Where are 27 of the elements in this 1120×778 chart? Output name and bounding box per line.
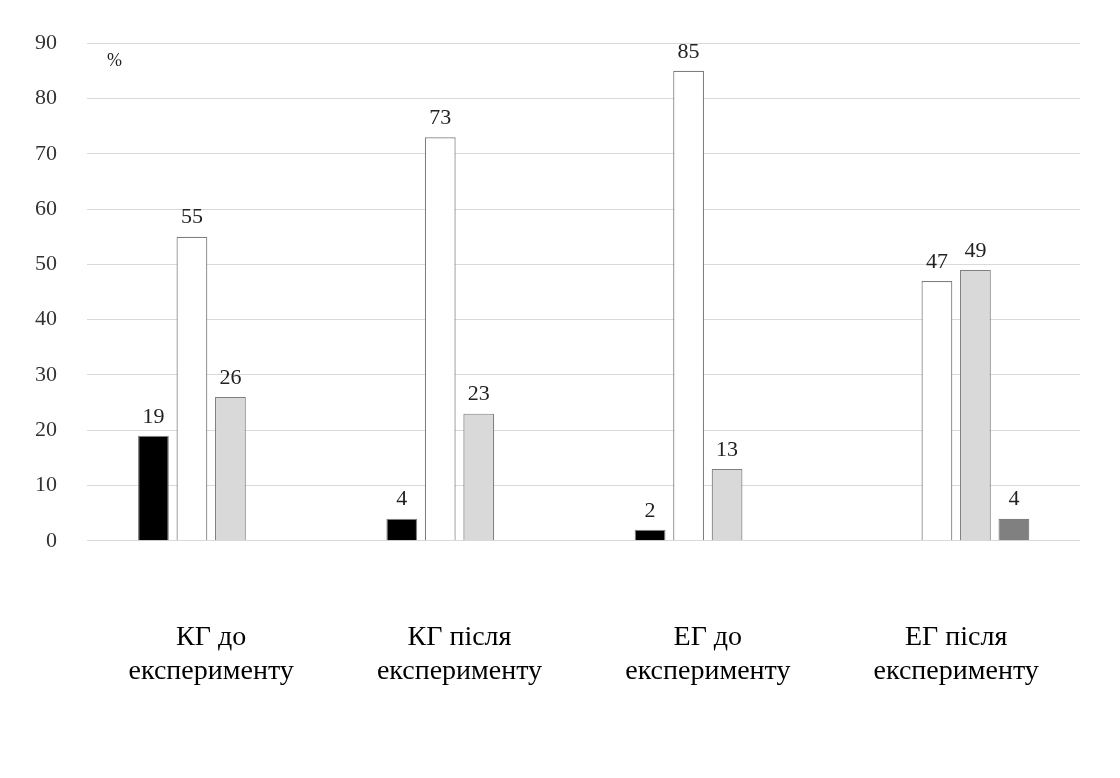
y-tick-label: 80 — [35, 84, 57, 110]
x-tick-label: КГ до експерименту — [128, 619, 294, 685]
data-label: 4 — [396, 485, 408, 511]
data-label: 49 — [964, 236, 987, 262]
y-tick-label: 50 — [35, 250, 57, 276]
y-tick-label: 10 — [35, 471, 57, 497]
x-tick-label: ЕГ до експерименту — [625, 619, 791, 685]
data-label: 2 — [644, 496, 656, 522]
data-label: 19 — [142, 402, 165, 428]
data-label: 4 — [1008, 485, 1020, 511]
y-tick-label: 20 — [35, 416, 57, 441]
y-tick-label: 60 — [35, 194, 57, 220]
y-tick-label: 30 — [35, 360, 57, 386]
x-tick-label: КГ після експерименту — [376, 619, 543, 685]
data-label: 23 — [467, 380, 490, 406]
data-label: 26 — [219, 363, 242, 389]
data-label: 47 — [925, 247, 948, 273]
y-tick-label: 0 — [46, 526, 57, 552]
y-tick-label: 90 — [35, 28, 57, 54]
data-label: 73 — [429, 103, 452, 129]
data-label: 55 — [180, 203, 203, 229]
y-tick-label: 70 — [35, 139, 57, 165]
x-tick-label: ЕГ після експерименту — [873, 619, 1039, 685]
data-label: 13 — [716, 435, 739, 461]
y-tick-label: 40 — [35, 305, 57, 331]
data-label: 85 — [677, 37, 700, 63]
y-axis-title: % — [107, 49, 122, 70]
